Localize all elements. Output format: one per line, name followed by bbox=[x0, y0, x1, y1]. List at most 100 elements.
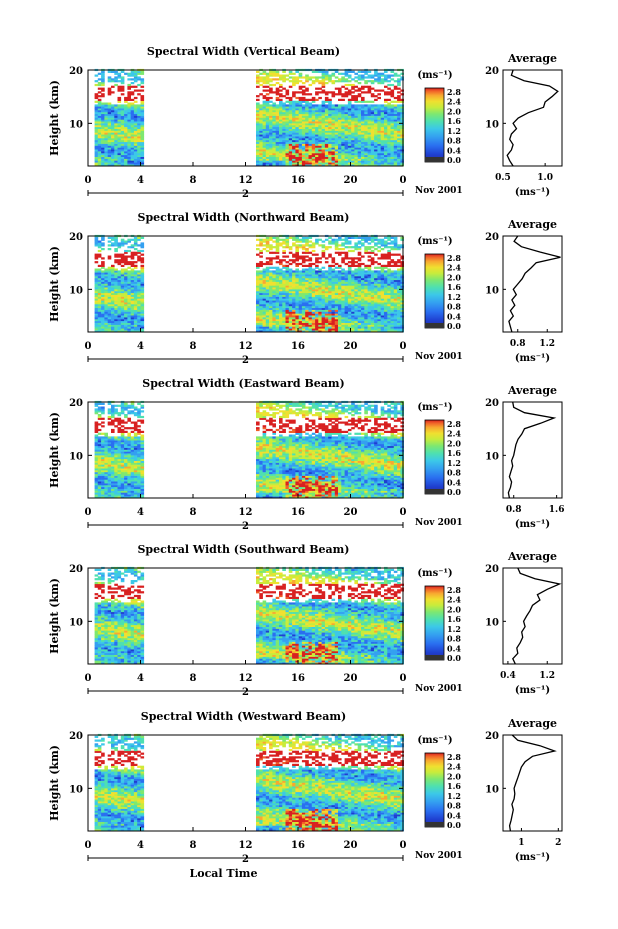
heatmap-cell bbox=[120, 318, 125, 322]
heatmap-cell bbox=[384, 283, 388, 286]
heatmap-cell bbox=[124, 309, 128, 312]
heatmap-cell bbox=[374, 244, 378, 247]
heatmap-cell bbox=[318, 121, 322, 124]
heatmap-cell bbox=[269, 259, 273, 262]
heatmap-cell bbox=[94, 95, 99, 98]
heatmap-cell bbox=[331, 152, 336, 156]
heatmap-cell bbox=[279, 85, 283, 88]
heatmap-cell bbox=[130, 322, 135, 325]
heatmap-cell bbox=[347, 261, 352, 264]
heatmap-cell bbox=[354, 276, 358, 279]
heatmap-cell bbox=[367, 108, 372, 111]
heatmap-cell bbox=[301, 158, 306, 161]
heatmap-cell bbox=[301, 307, 306, 310]
heatmap-cell bbox=[334, 302, 339, 305]
heatmap-cell bbox=[374, 277, 378, 281]
heatmap-cell bbox=[397, 134, 401, 137]
heatmap-cell bbox=[262, 134, 267, 137]
heatmap-cell bbox=[111, 151, 115, 154]
heatmap-cell bbox=[367, 290, 372, 294]
heatmap-cell bbox=[111, 315, 115, 318]
heatmap-cell bbox=[367, 113, 372, 116]
heatmap-cell bbox=[256, 320, 260, 323]
heatmap-cell bbox=[114, 318, 118, 322]
heatmap-cell bbox=[351, 110, 355, 113]
heatmap-cell bbox=[400, 121, 404, 124]
heatmap-cell bbox=[275, 149, 280, 152]
heatmap-cell bbox=[279, 119, 283, 122]
heatmap-cell bbox=[124, 272, 128, 275]
heatmap-cell bbox=[334, 128, 339, 131]
heatmap-cell bbox=[272, 300, 276, 303]
heatmap-cell bbox=[357, 70, 362, 73]
heatmap-cell bbox=[94, 290, 99, 294]
heatmap-cell bbox=[130, 283, 135, 286]
heatmap-cell bbox=[94, 132, 99, 135]
heatmap-cell bbox=[120, 322, 125, 325]
heatmap-cell bbox=[354, 132, 358, 135]
heatmap-cell bbox=[133, 253, 138, 256]
heatmap-cell bbox=[318, 156, 322, 159]
heatmap-cell bbox=[104, 285, 108, 288]
heatmap-cell bbox=[97, 270, 102, 273]
heatmap-cell bbox=[114, 110, 118, 113]
heatmap-cell bbox=[259, 244, 263, 247]
heatmap-cell bbox=[137, 313, 141, 316]
heatmap-cell bbox=[334, 330, 339, 333]
heatmap-cell bbox=[275, 121, 280, 124]
heatmap-cell bbox=[357, 315, 362, 318]
heatmap-cell bbox=[104, 124, 108, 128]
heatmap-cell bbox=[111, 264, 115, 267]
heatmap-cell bbox=[315, 261, 319, 264]
heatmap-cell bbox=[324, 149, 329, 152]
heatmap-cell bbox=[318, 277, 322, 281]
heatmap-cell bbox=[331, 106, 336, 109]
heatmap-cell bbox=[328, 132, 332, 135]
heatmap-cell bbox=[272, 164, 276, 167]
heatmap-cell bbox=[104, 164, 108, 167]
heatmap-cell bbox=[133, 315, 138, 318]
heatmap-cell bbox=[292, 300, 296, 303]
heatmap-cell bbox=[124, 276, 128, 279]
heatmap-cell bbox=[137, 119, 141, 122]
heatmap-cell bbox=[384, 242, 388, 245]
heatmap-cell bbox=[137, 151, 141, 154]
heatmap-cell bbox=[315, 298, 319, 301]
heatmap-cell bbox=[275, 289, 280, 292]
heatmap-cell bbox=[370, 147, 375, 150]
heatmap-cell bbox=[380, 290, 385, 294]
heatmap-cell bbox=[285, 134, 290, 137]
heatmap-cell bbox=[97, 151, 102, 154]
heatmap-cell bbox=[285, 266, 290, 269]
heatmap-cell bbox=[275, 326, 280, 329]
heatmap-cell bbox=[357, 289, 362, 292]
heatmap-cell bbox=[295, 152, 299, 156]
heatmap-cell bbox=[133, 139, 138, 143]
heatmap-cell bbox=[301, 85, 306, 88]
heatmap-cell bbox=[367, 136, 372, 139]
heatmap-cell bbox=[328, 281, 332, 284]
heatmap-cell bbox=[374, 121, 378, 124]
heatmap-cell bbox=[265, 113, 270, 116]
heatmap-cell bbox=[124, 304, 128, 307]
heatmap-cell bbox=[272, 147, 276, 150]
heatmap-cell bbox=[282, 290, 286, 294]
heatmap-cell bbox=[101, 279, 105, 282]
heatmap-cell bbox=[344, 328, 349, 331]
heatmap-cell bbox=[140, 134, 145, 137]
heatmap-cell bbox=[111, 110, 115, 113]
heatmap-cell bbox=[288, 100, 293, 103]
heatmap-cell bbox=[104, 108, 108, 111]
heatmap-cell bbox=[387, 292, 391, 295]
heatmap-cell bbox=[256, 311, 260, 314]
heatmap-cell bbox=[344, 136, 349, 139]
heatmap-cell bbox=[400, 162, 404, 165]
heatmap-cell bbox=[107, 130, 112, 133]
heatmap-cell bbox=[334, 309, 339, 312]
heatmap-cell bbox=[127, 149, 131, 152]
heatmap-cell bbox=[140, 160, 145, 163]
heatmap-cell bbox=[351, 249, 355, 253]
heatmap-cell bbox=[364, 276, 368, 279]
heatmap-cell bbox=[94, 138, 99, 141]
heatmap-cell bbox=[354, 115, 358, 118]
